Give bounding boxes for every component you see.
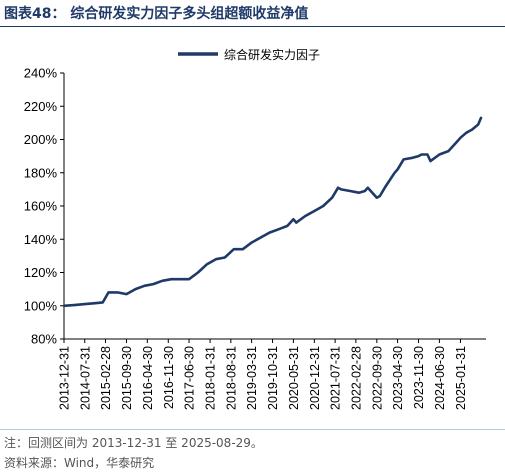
- y-tick-label: 180%: [24, 165, 58, 180]
- x-tick-label: 2015-09-30: [120, 346, 134, 410]
- y-tick-label: 140%: [24, 232, 58, 247]
- series-line-综合研发实力因子: [62, 116, 483, 308]
- x-tick-label: 2019-10-31: [266, 346, 280, 410]
- figure-title: 图表48： 综合研发实力因子多头组超额收益净值: [4, 6, 309, 22]
- y-tick-label: 80%: [31, 332, 57, 347]
- x-tick-label: 2024-06-30: [433, 346, 447, 410]
- x-tick-label: 2021-07-31: [329, 346, 343, 410]
- footer-divider: [0, 429, 505, 430]
- x-tick-label: 2023-04-30: [391, 346, 405, 410]
- x-tick-label: 2017-06-30: [183, 346, 197, 410]
- x-tick-label: 2020-12-31: [308, 346, 322, 410]
- x-tick-label: 2013-12-31: [58, 346, 72, 410]
- source-note: 资料来源：Wind，华泰研究: [4, 456, 155, 470]
- x-tick-label: 2018-08-31: [224, 346, 238, 410]
- x-tick-label: 2023-11-30: [412, 346, 426, 409]
- x-tick-label: 2016-04-30: [141, 346, 155, 410]
- title-divider: [0, 26, 505, 27]
- x-tick-label: 2014-07-31: [78, 346, 92, 410]
- x-tick-label: 2022-09-30: [370, 346, 384, 410]
- axes: [63, 73, 486, 340]
- chart: 综合研发实力因子 80% 100% 120% 140% 160% 180% 200% 220%…: [24, 47, 486, 410]
- y-tick-label: 120%: [24, 265, 58, 280]
- y-tick-label: 200%: [24, 132, 58, 147]
- y-tick-label: 240%: [24, 66, 58, 81]
- x-tick-label: 2020-05-31: [287, 346, 301, 410]
- x-tick-label: 2022-02-28: [349, 346, 363, 410]
- y-tick-label: 100%: [24, 298, 58, 313]
- x-tick-label: 2018-01-31: [204, 346, 218, 410]
- x-tick-label: 2016-11-30: [162, 346, 176, 409]
- x-axis-ticks: 2013-12-31 2014-07-31 2015-02-28 2015-09-30…: [58, 339, 468, 410]
- x-tick-label: 2025-01-31: [454, 346, 468, 410]
- y-tick-label: 160%: [24, 199, 58, 214]
- x-tick-label: 2015-02-28: [99, 346, 113, 410]
- y-tick-label: 220%: [24, 99, 58, 114]
- legend: 综合研发实力因子: [178, 47, 320, 62]
- legend-label: 综合研发实力因子: [224, 47, 320, 62]
- y-axis-ticks: 80% 100% 120% 140% 160% 180% 200% 220% 240%: [24, 66, 64, 347]
- backtest-note: 注：回测区间为 2013-12-31 至 2025-08-29。: [4, 436, 263, 450]
- x-tick-label: 2019-03-31: [245, 346, 259, 410]
